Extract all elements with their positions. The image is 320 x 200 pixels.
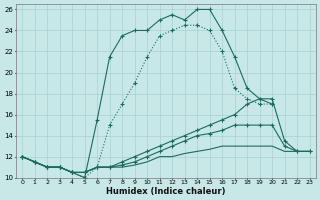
X-axis label: Humidex (Indice chaleur): Humidex (Indice chaleur) xyxy=(106,187,226,196)
